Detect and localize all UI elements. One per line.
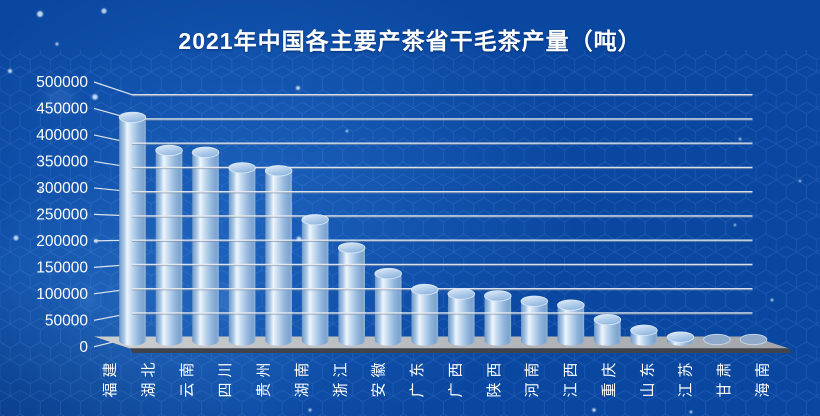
y-axis-labels: 5000004500004000003500003000002500002000… [36,74,88,356]
bar-body-2 [155,150,183,341]
bar-body-6 [301,219,329,341]
bokeh-dot [296,86,300,90]
x-label-1: 福建 [102,358,119,398]
x-label-18: 海南 [754,358,771,398]
bar-cap-5 [264,165,293,177]
bar-cap-18 [739,333,768,346]
bokeh-dot [8,69,12,73]
x-label-14: 重庆 [601,358,618,398]
x-label-17: 甘肃 [716,358,733,398]
bar-cap-8 [374,267,402,280]
bokeh-glow [46,86,74,114]
x-label-3: 云南 [179,358,196,398]
y-tick-label-50000: 50000 [45,312,88,329]
bokeh-dot [92,94,98,100]
x-label-10: 广西 [447,358,464,398]
x-label-16: 江苏 [678,358,695,398]
bar-cap-1 [118,111,147,124]
x-label-4: 四川 [217,358,234,398]
bar-body-12 [521,301,548,341]
bar-cap-9 [410,283,439,296]
y-tick-label-450000: 450000 [36,100,88,117]
bokeh-dot [345,129,349,133]
bar-cap-10 [447,288,476,300]
y-tick-label-200000: 200000 [36,233,88,250]
bar-cap-3 [191,146,220,158]
x-label-13: 江西 [563,358,580,398]
y-tick-label-150000: 150000 [36,259,88,276]
bar-body-8 [374,273,402,341]
x-label-2: 湖北 [140,358,157,398]
bokeh-dot [689,410,693,414]
bokeh-dot [55,42,59,46]
x-label-11: 陕西 [486,358,503,398]
bokeh-dot [101,8,107,14]
bokeh-dot [770,298,774,302]
bar-body-4 [228,167,256,341]
bar-cap-16 [666,331,695,343]
bokeh-dot [13,235,19,241]
bar-body-7 [338,247,365,341]
bar-body-10 [447,293,475,341]
y-leader-line [93,81,133,96]
x-label-5: 贵州 [256,358,273,398]
bar-cap-2 [155,144,183,157]
bar-body-13 [557,305,585,341]
bokeh-dot [592,408,596,412]
bar-cap-7 [337,242,366,254]
bar-body-14 [594,319,621,341]
x-label-8: 安徽 [371,358,388,398]
bokeh-dot [308,408,312,412]
x-label-15: 山东 [639,358,656,398]
bar-body-1 [119,117,146,341]
bar-cap-11 [484,290,512,302]
bokeh-glow [79,291,97,309]
bokeh-dot [733,223,737,227]
chart-floor-front-edge [130,348,792,353]
y-tick-label-0: 0 [79,339,88,356]
chart-title: 2021年中国各主要产茶省干毛茶产量（吨） [178,28,642,54]
y-tick-label-400000: 400000 [36,127,88,144]
bar-body-9 [411,289,439,341]
x-label-7: 浙江 [332,358,349,398]
bokeh-dot [798,179,802,183]
bar-cap-17 [703,333,731,346]
bokeh-dot [37,11,43,17]
bar-bodies-layer [119,117,694,346]
bar-cap-13 [557,299,585,311]
bar-cap-14 [593,313,622,326]
y-tick-label-500000: 500000 [36,74,88,91]
bar-body-5 [265,170,292,341]
x-label-9: 广东 [409,358,426,398]
bokeh-dot [738,137,742,141]
bar-cap-6 [301,214,329,226]
bar-body-3 [192,152,219,341]
x-axis-labels: 福建 湖北 云南 四川 贵州 湖南 浙江 安徽 广东 广西 陕西 河南 江西 重庆 山东 江苏 甘肃 海南 [102,358,771,398]
bar-body-11 [484,295,512,341]
y-tick-label-250000: 250000 [36,206,88,223]
gridlines-layer [132,94,753,315]
bar-caps-layer [118,111,768,346]
bokeh-dot [38,188,42,192]
bar-cap-4 [228,162,256,174]
x-label-6: 湖南 [294,358,311,398]
x-label-12: 河南 [524,358,541,398]
y-tick-label-300000: 300000 [36,180,88,197]
bar-cap-12 [520,295,549,307]
y-tick-label-100000: 100000 [36,286,88,303]
bar-cap-15 [630,324,658,336]
y-tick-label-350000: 350000 [36,153,88,170]
